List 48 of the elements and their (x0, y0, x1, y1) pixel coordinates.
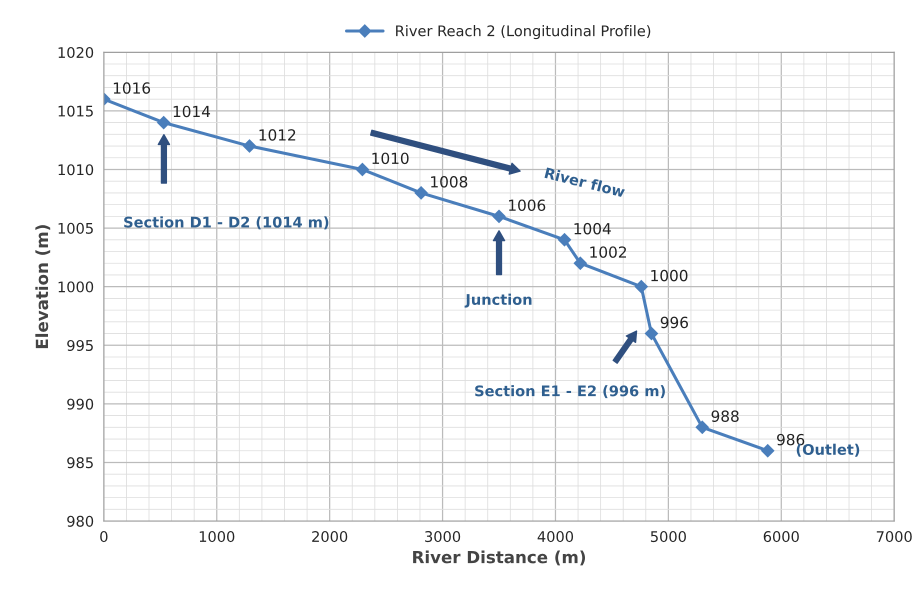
annotation: Junction (464, 294, 532, 308)
point (492, 210, 506, 223)
y-tick-label: 980 (67, 516, 94, 527)
data-label: 1006 (509, 199, 546, 212)
point (574, 256, 587, 270)
y-tick-label: 1015 (58, 106, 93, 117)
legend-label: River Reach 2 (Longitudinal Profile) (396, 25, 650, 40)
point (242, 139, 256, 153)
data-label: 1012 (260, 129, 296, 141)
x-tick-label: 5000 (650, 531, 686, 542)
y-tick-label: 1000 (58, 281, 94, 292)
data-label: 1002 (590, 246, 626, 258)
data-label: 988 (712, 410, 739, 422)
x-tick-label: 7000 (876, 531, 912, 542)
y-tick-label: 990 (67, 398, 94, 410)
annotation: River flow (544, 167, 626, 198)
y-tick-label: 985 (67, 457, 93, 468)
point (558, 233, 572, 246)
x-tick-label: 1000 (200, 531, 234, 542)
x-tick-label: 6000 (764, 531, 799, 542)
x-tick-label: 0 (100, 531, 108, 542)
point (644, 326, 658, 340)
y-tick-label: 1005 (58, 222, 93, 234)
data-label: 986 (777, 434, 804, 446)
annotation: Section E1 - E2 (996 m) (475, 385, 665, 398)
y-tick-label: 1020 (58, 47, 94, 58)
x-axis-title: River Distance (m) (413, 550, 586, 566)
data-label: 1008 (431, 176, 468, 188)
data-label: 1014 (174, 106, 210, 118)
y-tick-label: 1010 (58, 164, 94, 176)
point (157, 116, 170, 130)
point (696, 420, 709, 434)
x-tick-label: 3000 (425, 531, 460, 542)
point (356, 162, 369, 176)
data-label: 1010 (372, 152, 409, 164)
data-label: 1016 (114, 82, 150, 94)
annotation: (Outlet) (796, 444, 860, 457)
point (634, 280, 648, 294)
annotation: Section D1 - D2 (1014 m) (124, 216, 328, 230)
data-label: 1004 (574, 222, 611, 234)
point (414, 186, 428, 200)
y-axis-title: Elevation (m) (35, 225, 50, 348)
x-tick-label: 2000 (312, 531, 348, 542)
point (761, 444, 774, 458)
data-label: 1000 (651, 270, 688, 282)
x-tick-label: 4000 (538, 531, 574, 542)
data-label: 996 (660, 316, 688, 328)
y-tick-label: 995 (67, 340, 93, 352)
